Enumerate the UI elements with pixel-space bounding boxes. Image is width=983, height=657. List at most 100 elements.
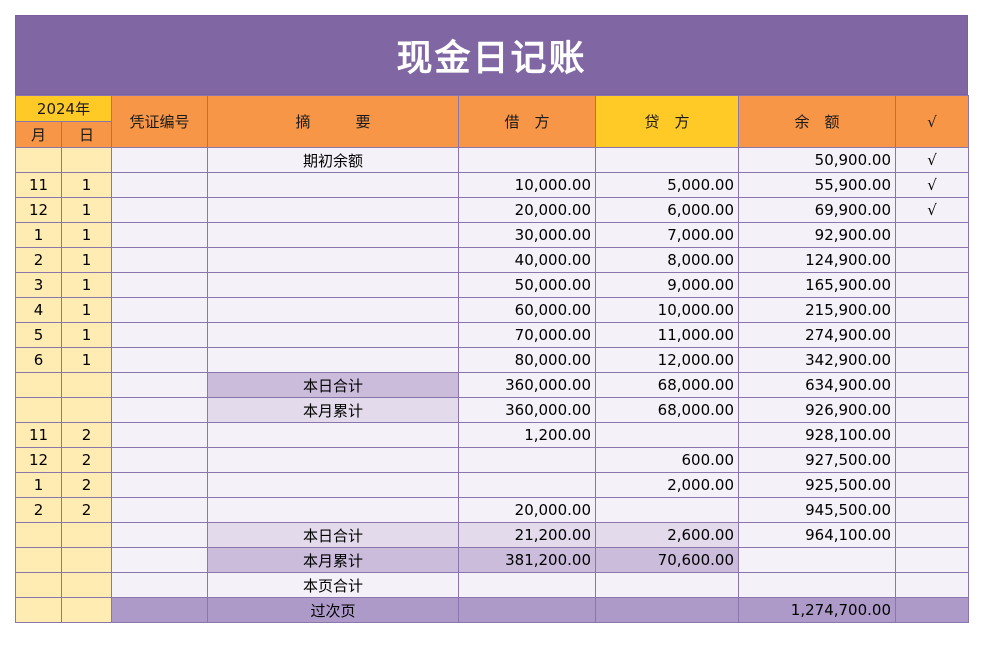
credit-cell[interactable]: 10,000.00 xyxy=(595,297,739,323)
check-cell[interactable] xyxy=(895,272,969,298)
credit-cell[interactable] xyxy=(595,597,739,623)
balance-cell[interactable]: 926,900.00 xyxy=(738,397,896,423)
day-cell[interactable] xyxy=(61,547,112,573)
debit-cell[interactable] xyxy=(458,472,596,498)
debit-cell[interactable]: 1,200.00 xyxy=(458,422,596,448)
balance-cell[interactable] xyxy=(738,547,896,573)
check-cell[interactable] xyxy=(895,222,969,248)
credit-cell[interactable]: 6,000.00 xyxy=(595,197,739,223)
debit-cell[interactable]: 20,000.00 xyxy=(458,197,596,223)
month-cell[interactable]: 2 xyxy=(15,497,62,523)
debit-cell[interactable] xyxy=(458,447,596,473)
summary-cell[interactable]: 本月累计 xyxy=(207,397,459,423)
month-cell[interactable] xyxy=(15,397,62,423)
summary-cell[interactable] xyxy=(207,447,459,473)
credit-cell[interactable] xyxy=(595,497,739,523)
check-cell[interactable] xyxy=(895,447,969,473)
summary-cell[interactable] xyxy=(207,322,459,348)
month-cell[interactable]: 4 xyxy=(15,297,62,323)
day-cell[interactable] xyxy=(61,147,112,173)
credit-cell[interactable]: 2,000.00 xyxy=(595,472,739,498)
month-cell[interactable]: 3 xyxy=(15,272,62,298)
day-cell[interactable] xyxy=(61,522,112,548)
voucher-cell[interactable] xyxy=(111,522,208,548)
summary-cell[interactable] xyxy=(207,422,459,448)
debit-cell[interactable]: 360,000.00 xyxy=(458,397,596,423)
voucher-cell[interactable] xyxy=(111,572,208,598)
day-cell[interactable] xyxy=(61,572,112,598)
header-year[interactable]: 2024年 xyxy=(15,95,112,122)
balance-cell[interactable]: 274,900.00 xyxy=(738,322,896,348)
credit-cell[interactable] xyxy=(595,147,739,173)
month-cell[interactable]: 1 xyxy=(15,472,62,498)
check-cell[interactable] xyxy=(895,472,969,498)
balance-cell[interactable]: 927,500.00 xyxy=(738,447,896,473)
voucher-cell[interactable] xyxy=(111,472,208,498)
summary-cell[interactable]: 本页合计 xyxy=(207,572,459,598)
credit-cell[interactable]: 7,000.00 xyxy=(595,222,739,248)
debit-cell[interactable]: 21,200.00 xyxy=(458,522,596,548)
balance-cell[interactable]: 215,900.00 xyxy=(738,297,896,323)
day-cell[interactable] xyxy=(61,372,112,398)
credit-cell[interactable]: 9,000.00 xyxy=(595,272,739,298)
balance-cell[interactable]: 165,900.00 xyxy=(738,272,896,298)
balance-cell[interactable]: 634,900.00 xyxy=(738,372,896,398)
credit-cell[interactable]: 11,000.00 xyxy=(595,322,739,348)
voucher-cell[interactable] xyxy=(111,172,208,198)
balance-cell[interactable]: 69,900.00 xyxy=(738,197,896,223)
summary-cell[interactable] xyxy=(207,197,459,223)
balance-cell[interactable] xyxy=(738,572,896,598)
check-cell[interactable] xyxy=(895,572,969,598)
day-cell[interactable]: 1 xyxy=(61,322,112,348)
month-cell[interactable]: 1 xyxy=(15,222,62,248)
voucher-cell[interactable] xyxy=(111,222,208,248)
day-cell[interactable]: 1 xyxy=(61,272,112,298)
check-cell[interactable] xyxy=(895,397,969,423)
month-cell[interactable] xyxy=(15,597,62,623)
voucher-cell[interactable] xyxy=(111,272,208,298)
day-cell[interactable]: 1 xyxy=(61,172,112,198)
summary-cell[interactable] xyxy=(207,247,459,273)
balance-cell[interactable]: 928,100.00 xyxy=(738,422,896,448)
debit-cell[interactable]: 10,000.00 xyxy=(458,172,596,198)
summary-cell[interactable]: 本日合计 xyxy=(207,372,459,398)
month-cell[interactable] xyxy=(15,147,62,173)
credit-cell[interactable]: 70,600.00 xyxy=(595,547,739,573)
summary-cell[interactable] xyxy=(207,222,459,248)
check-cell[interactable] xyxy=(895,547,969,573)
voucher-cell[interactable] xyxy=(111,322,208,348)
day-cell[interactable] xyxy=(61,597,112,623)
check-cell[interactable] xyxy=(895,597,969,623)
balance-cell[interactable]: 964,100.00 xyxy=(738,522,896,548)
check-cell[interactable] xyxy=(895,372,969,398)
summary-cell[interactable] xyxy=(207,297,459,323)
summary-cell[interactable]: 过次页 xyxy=(207,597,459,623)
balance-cell[interactable]: 925,500.00 xyxy=(738,472,896,498)
credit-cell[interactable]: 8,000.00 xyxy=(595,247,739,273)
credit-cell[interactable]: 12,000.00 xyxy=(595,347,739,373)
credit-cell[interactable]: 68,000.00 xyxy=(595,372,739,398)
voucher-cell[interactable] xyxy=(111,297,208,323)
credit-cell[interactable]: 600.00 xyxy=(595,447,739,473)
summary-cell[interactable]: 本月累计 xyxy=(207,547,459,573)
check-cell[interactable]: √ xyxy=(895,172,969,198)
header-balance[interactable]: 余 额 xyxy=(738,95,896,148)
day-cell[interactable]: 1 xyxy=(61,347,112,373)
month-cell[interactable]: 12 xyxy=(15,197,62,223)
day-cell[interactable] xyxy=(61,397,112,423)
debit-cell[interactable]: 30,000.00 xyxy=(458,222,596,248)
month-cell[interactable]: 12 xyxy=(15,447,62,473)
voucher-cell[interactable] xyxy=(111,497,208,523)
header-credit[interactable]: 贷 方 xyxy=(595,95,739,148)
month-cell[interactable]: 2 xyxy=(15,247,62,273)
summary-cell[interactable] xyxy=(207,472,459,498)
balance-cell[interactable]: 124,900.00 xyxy=(738,247,896,273)
debit-cell[interactable]: 40,000.00 xyxy=(458,247,596,273)
voucher-cell[interactable] xyxy=(111,347,208,373)
day-cell[interactable]: 1 xyxy=(61,222,112,248)
voucher-cell[interactable] xyxy=(111,597,208,623)
balance-cell[interactable]: 1,274,700.00 xyxy=(738,597,896,623)
credit-cell[interactable]: 2,600.00 xyxy=(595,522,739,548)
debit-cell[interactable] xyxy=(458,597,596,623)
header-month[interactable]: 月 xyxy=(15,121,62,148)
